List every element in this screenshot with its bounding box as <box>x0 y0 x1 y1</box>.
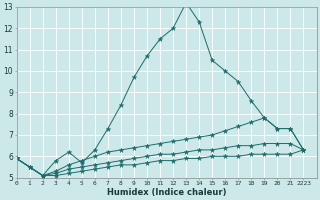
X-axis label: Humidex (Indice chaleur): Humidex (Indice chaleur) <box>107 188 226 197</box>
